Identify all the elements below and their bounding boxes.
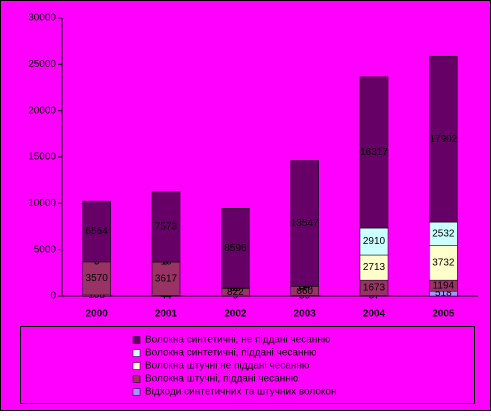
data-label: 1673 — [363, 283, 386, 294]
y-tick-label: 20000 — [28, 105, 56, 116]
data-label: 3617 — [155, 273, 178, 284]
y-tick-label: 15000 — [28, 152, 56, 163]
x-tick-label: 2004 — [363, 309, 386, 320]
data-label: 17902 — [429, 134, 457, 145]
y-tick-label: 10000 — [28, 198, 56, 209]
data-label: 7573 — [155, 221, 178, 232]
legend-label: Волокна штучні не піддані чесанню — [145, 361, 310, 372]
x-tick-label: 2001 — [155, 309, 178, 320]
legend-label: Волокна синтетичні, піддані чесанню — [145, 348, 317, 359]
legend-swatch — [133, 350, 140, 357]
data-label: 1194 — [433, 280, 455, 291]
data-label: 2532 — [432, 228, 455, 239]
legend-swatch — [133, 389, 140, 396]
y-tick-label: 30000 — [28, 13, 56, 24]
legend-label: Волокна штучні, піддані чесанню — [145, 374, 299, 385]
x-tick-label: 2002 — [224, 309, 247, 320]
x-tick-label: 2000 — [86, 309, 109, 320]
data-label: 13547 — [291, 218, 319, 229]
data-label: 3570 — [86, 273, 109, 284]
data-label: 8596 — [224, 243, 247, 254]
data-label: 16317 — [360, 147, 388, 158]
data-label: 2713 — [363, 262, 386, 273]
legend-swatch — [133, 376, 140, 383]
legend-swatch — [133, 363, 140, 370]
y-tick-label: 0 — [50, 291, 56, 302]
legend-swatch — [133, 337, 140, 344]
x-tick-label: 2003 — [294, 309, 317, 320]
data-label: 6564 — [86, 226, 109, 237]
y-tick-label: 5000 — [34, 244, 57, 255]
legend-label: Відходи синтетичних та штучних волокон — [145, 387, 336, 398]
legend-label: Волокна синтетичні, не піддані чесанню — [145, 335, 331, 346]
y-tick-label: 25000 — [28, 59, 56, 70]
data-label: 2910 — [363, 236, 386, 247]
x-tick-label: 2005 — [432, 309, 455, 320]
data-label: 3732 — [432, 257, 455, 268]
